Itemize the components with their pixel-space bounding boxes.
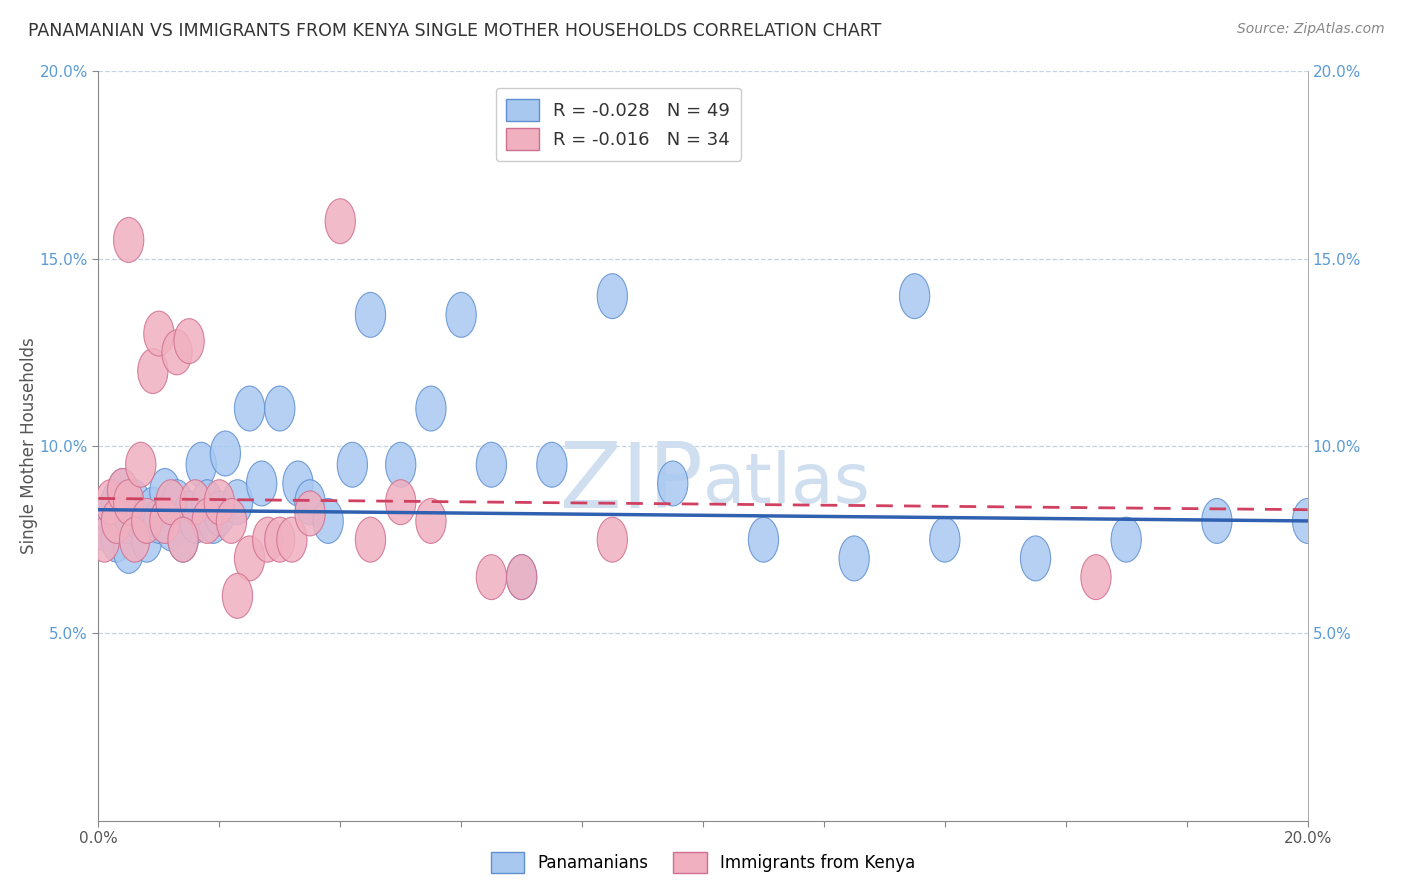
Ellipse shape xyxy=(1081,555,1111,599)
Ellipse shape xyxy=(90,517,120,562)
Text: PANAMANIAN VS IMMIGRANTS FROM KENYA SINGLE MOTHER HOUSEHOLDS CORRELATION CHART: PANAMANIAN VS IMMIGRANTS FROM KENYA SING… xyxy=(28,22,882,40)
Ellipse shape xyxy=(385,480,416,524)
Ellipse shape xyxy=(1021,536,1050,581)
Ellipse shape xyxy=(120,517,150,562)
Ellipse shape xyxy=(120,480,150,524)
Ellipse shape xyxy=(1202,499,1232,543)
Ellipse shape xyxy=(167,517,198,562)
Ellipse shape xyxy=(125,442,156,487)
Ellipse shape xyxy=(477,442,506,487)
Text: atlas: atlas xyxy=(703,450,870,517)
Ellipse shape xyxy=(1292,499,1323,543)
Ellipse shape xyxy=(114,528,143,574)
Text: ZIP: ZIP xyxy=(560,440,703,527)
Ellipse shape xyxy=(283,461,314,506)
Ellipse shape xyxy=(337,442,367,487)
Ellipse shape xyxy=(506,555,537,599)
Ellipse shape xyxy=(356,517,385,562)
Ellipse shape xyxy=(174,491,204,536)
Ellipse shape xyxy=(138,349,167,393)
Ellipse shape xyxy=(477,555,506,599)
Ellipse shape xyxy=(446,293,477,337)
Ellipse shape xyxy=(217,499,246,543)
Ellipse shape xyxy=(295,491,325,536)
Ellipse shape xyxy=(416,499,446,543)
Ellipse shape xyxy=(748,517,779,562)
Ellipse shape xyxy=(211,431,240,476)
Ellipse shape xyxy=(598,517,627,562)
Ellipse shape xyxy=(204,480,235,524)
Ellipse shape xyxy=(222,574,253,618)
Ellipse shape xyxy=(198,499,228,543)
Text: Source: ZipAtlas.com: Source: ZipAtlas.com xyxy=(1237,22,1385,37)
Ellipse shape xyxy=(101,517,132,562)
Ellipse shape xyxy=(900,274,929,318)
Legend: R = -0.028   N = 49, R = -0.016   N = 34: R = -0.028 N = 49, R = -0.016 N = 34 xyxy=(496,88,741,161)
Ellipse shape xyxy=(114,499,143,543)
Ellipse shape xyxy=(235,386,264,431)
Ellipse shape xyxy=(180,480,211,524)
Ellipse shape xyxy=(167,517,198,562)
Ellipse shape xyxy=(125,499,156,543)
Ellipse shape xyxy=(314,499,343,543)
Ellipse shape xyxy=(90,506,120,551)
Ellipse shape xyxy=(174,318,204,364)
Ellipse shape xyxy=(107,468,138,514)
Ellipse shape xyxy=(277,517,307,562)
Ellipse shape xyxy=(114,480,143,524)
Legend: Panamanians, Immigrants from Kenya: Panamanians, Immigrants from Kenya xyxy=(484,846,922,880)
Ellipse shape xyxy=(204,491,235,536)
Ellipse shape xyxy=(180,499,211,543)
Ellipse shape xyxy=(162,330,193,375)
Ellipse shape xyxy=(929,517,960,562)
Ellipse shape xyxy=(150,499,180,543)
Ellipse shape xyxy=(416,386,446,431)
Ellipse shape xyxy=(114,218,143,262)
Ellipse shape xyxy=(101,499,132,543)
Ellipse shape xyxy=(96,480,125,524)
Ellipse shape xyxy=(143,311,174,356)
Ellipse shape xyxy=(96,491,125,536)
Ellipse shape xyxy=(162,480,193,524)
Ellipse shape xyxy=(506,555,537,599)
Ellipse shape xyxy=(264,386,295,431)
Ellipse shape xyxy=(156,480,186,524)
Ellipse shape xyxy=(839,536,869,581)
Ellipse shape xyxy=(132,499,162,543)
Ellipse shape xyxy=(246,461,277,506)
Ellipse shape xyxy=(132,517,162,562)
Ellipse shape xyxy=(295,480,325,524)
Ellipse shape xyxy=(193,480,222,524)
Ellipse shape xyxy=(537,442,567,487)
Ellipse shape xyxy=(1111,517,1142,562)
Ellipse shape xyxy=(235,536,264,581)
Ellipse shape xyxy=(253,517,283,562)
Ellipse shape xyxy=(598,274,627,318)
Y-axis label: Single Mother Households: Single Mother Households xyxy=(20,338,38,554)
Ellipse shape xyxy=(688,105,718,150)
Ellipse shape xyxy=(658,461,688,506)
Ellipse shape xyxy=(107,468,138,514)
Ellipse shape xyxy=(385,442,416,487)
Ellipse shape xyxy=(193,499,222,543)
Ellipse shape xyxy=(356,293,385,337)
Ellipse shape xyxy=(156,506,186,551)
Ellipse shape xyxy=(222,480,253,524)
Ellipse shape xyxy=(325,199,356,244)
Ellipse shape xyxy=(186,442,217,487)
Ellipse shape xyxy=(143,499,174,543)
Ellipse shape xyxy=(264,517,295,562)
Ellipse shape xyxy=(150,468,180,514)
Ellipse shape xyxy=(138,487,167,533)
Ellipse shape xyxy=(101,480,132,524)
